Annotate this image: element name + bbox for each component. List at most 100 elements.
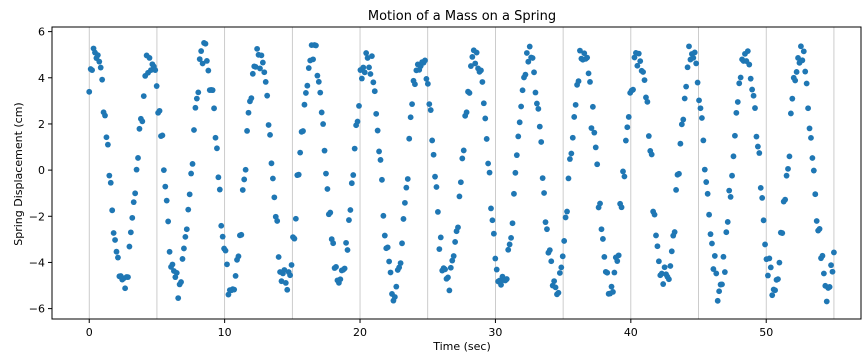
data-point — [358, 75, 365, 82]
data-point — [239, 187, 246, 193]
data-point — [173, 269, 180, 276]
data-point — [720, 253, 727, 260]
data-point — [248, 95, 255, 102]
data-point — [115, 254, 121, 261]
data-point — [625, 114, 632, 120]
data-point — [347, 207, 354, 213]
data-point — [456, 193, 463, 200]
data-point — [445, 274, 451, 281]
y-tick-label: −2 — [29, 210, 45, 223]
data-point — [539, 175, 546, 181]
data-point — [591, 129, 598, 136]
data-point — [317, 89, 324, 96]
data-point — [798, 43, 804, 50]
data-point — [654, 243, 661, 250]
data-point — [723, 229, 730, 236]
data-point — [166, 248, 173, 255]
data-point — [146, 55, 153, 61]
data-point — [122, 285, 129, 292]
data-point — [452, 239, 459, 245]
data-point — [513, 152, 520, 159]
data-point — [493, 266, 500, 273]
data-point — [455, 224, 461, 231]
data-point — [258, 52, 265, 59]
data-point — [466, 90, 473, 96]
grid — [88, 27, 835, 319]
data-point — [713, 270, 720, 277]
x-tick-label: 40 — [624, 326, 638, 339]
data-point — [106, 172, 113, 179]
data-point — [515, 133, 522, 140]
data-point — [409, 101, 415, 108]
data-point — [516, 119, 523, 126]
data-point — [449, 257, 456, 264]
data-point — [363, 50, 370, 56]
data-point — [673, 187, 679, 193]
data-point — [831, 249, 837, 256]
data-point — [819, 252, 826, 259]
data-point — [159, 132, 166, 139]
data-point — [519, 87, 526, 94]
data-point — [508, 234, 514, 241]
data-point — [727, 193, 734, 200]
data-point — [737, 74, 744, 81]
data-point — [300, 128, 306, 134]
data-point — [245, 109, 252, 116]
data-point — [597, 200, 603, 207]
data-point — [556, 270, 563, 276]
data-point — [610, 288, 616, 295]
data-point — [305, 65, 312, 71]
data-point — [512, 169, 519, 176]
data-point — [505, 246, 512, 253]
data-point — [806, 125, 813, 132]
data-point — [435, 209, 441, 215]
data-point — [265, 122, 272, 128]
data-point — [181, 245, 187, 252]
data-point — [604, 269, 611, 276]
data-point — [112, 237, 118, 243]
data-point — [179, 256, 186, 262]
data-point — [759, 194, 766, 201]
data-point — [323, 170, 329, 177]
data-point — [188, 170, 195, 177]
data-point — [546, 247, 553, 254]
data-point — [800, 48, 807, 55]
data-point — [219, 233, 226, 240]
data-point — [341, 265, 348, 272]
data-point — [581, 50, 588, 57]
data-points — [86, 40, 837, 305]
x-tick-label: 0 — [86, 326, 93, 339]
data-point — [706, 211, 712, 218]
data-point — [198, 48, 205, 54]
data-point — [511, 190, 517, 197]
data-point — [785, 165, 791, 172]
data-point — [89, 67, 95, 74]
data-point — [139, 118, 146, 125]
data-point — [102, 112, 108, 119]
data-point — [153, 83, 160, 89]
data-point — [343, 239, 349, 246]
data-point — [333, 264, 339, 270]
data-point — [377, 157, 384, 163]
data-point — [538, 139, 545, 145]
data-point — [169, 261, 176, 268]
data-point — [575, 78, 582, 85]
data-point — [787, 110, 794, 117]
y-tick-label: 4 — [38, 72, 45, 85]
data-point — [635, 50, 642, 57]
data-point — [726, 187, 733, 194]
y-axis-label: Spring Displacement (cm) — [12, 102, 25, 245]
data-point — [766, 255, 773, 262]
data-point — [160, 167, 167, 174]
data-point — [680, 116, 687, 123]
data-point — [271, 194, 278, 201]
data-point — [655, 258, 662, 265]
data-point — [291, 235, 298, 242]
data-point — [310, 56, 316, 63]
data-point — [756, 150, 763, 156]
data-point — [532, 89, 539, 96]
data-point — [653, 232, 659, 239]
data-point — [244, 127, 250, 134]
data-point — [752, 105, 758, 111]
data-point — [492, 255, 499, 262]
